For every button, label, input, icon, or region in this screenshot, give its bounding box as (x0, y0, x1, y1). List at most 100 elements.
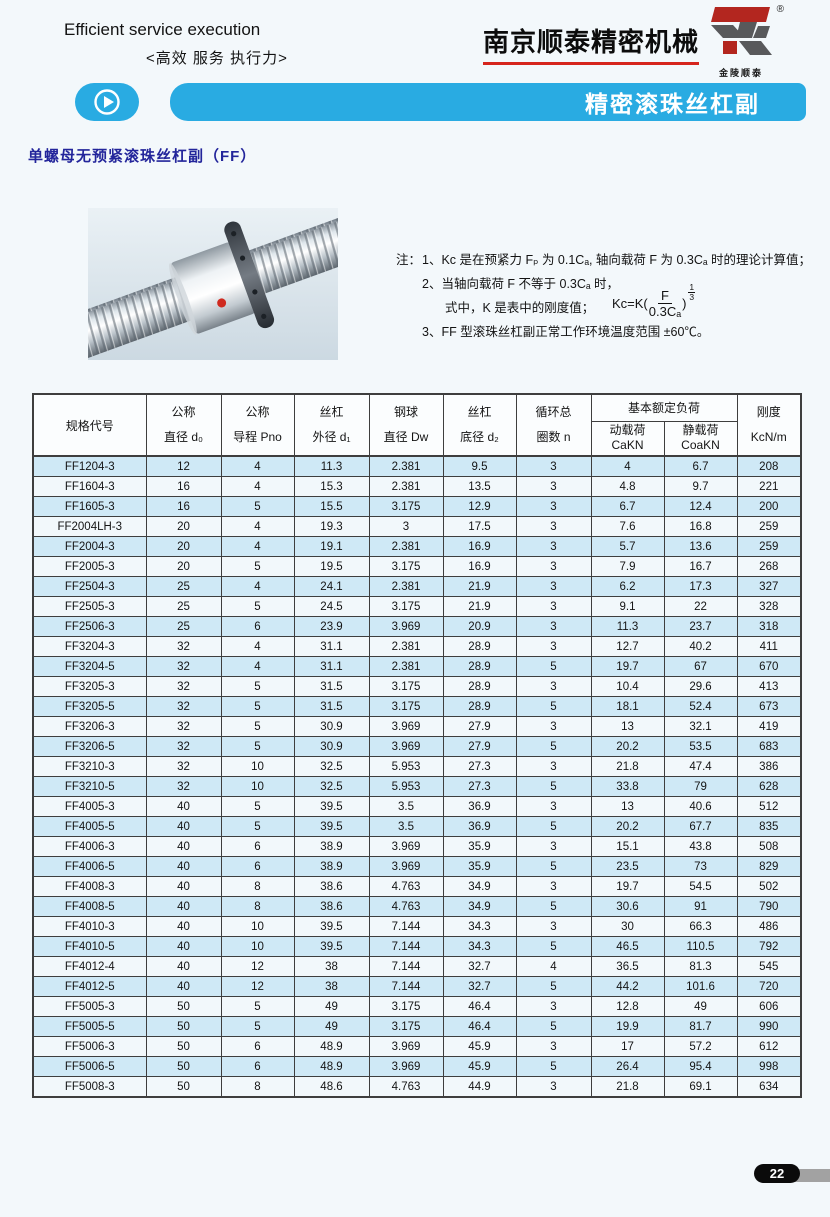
table-cell: 545 (736, 956, 802, 977)
table-cell: 40 (145, 876, 222, 897)
table-cell: 40 (145, 836, 222, 857)
note-1: 1、Kc 是在预紧力 Fₚ 为 0.1Cₐ, 轴向载荷 F 为 0.3Cₐ 时的… (422, 253, 812, 267)
table-cell: 38.9 (293, 856, 370, 877)
table-row: FF5006-5 50 6 48.9 3.969 45.9 5 26.4 95.4 998 (32, 1056, 802, 1077)
table-cell: 32.7 (442, 956, 517, 977)
table-cell: 25 (145, 576, 222, 597)
notes-block: 注： 1、Kc 是在预紧力 Fₚ 为 0.1Cₐ, 轴向载荷 F 为 0.3Cₐ… (396, 250, 828, 346)
table-cell: 200 (736, 496, 802, 517)
table-cell: 40 (145, 896, 222, 917)
table-cell: 15.5 (293, 496, 370, 517)
table-cell: FF1605-3 (32, 496, 147, 517)
table-cell: 27.3 (442, 756, 517, 777)
table-row: FF3206-3 32 5 30.9 3.969 27.9 3 13 32.1 419 (32, 716, 802, 737)
table-row: FF4008-3 40 8 38.6 4.763 34.9 3 19.7 54.5 502 (32, 876, 802, 897)
table-cell: 17 (590, 1036, 665, 1057)
note-2b: 式中，K 是表中的刚度值； (445, 301, 595, 315)
table-cell: 3 (515, 716, 592, 737)
table-cell: 419 (736, 716, 802, 737)
table-cell: 5 (515, 736, 592, 757)
table-cell: 19.5 (293, 556, 370, 577)
table-cell: 40 (145, 976, 222, 997)
notes-label: 注： (396, 253, 422, 267)
table-row: FF3204-5 32 4 31.1 2.381 28.9 5 19.7 67 670 (32, 656, 802, 677)
table-cell: FF2505-3 (32, 596, 147, 617)
table-cell: 15.1 (590, 836, 665, 857)
slogan-english: Efficient service execution (64, 20, 261, 39)
table-cell: 3 (515, 616, 592, 637)
table-cell: 44.2 (590, 976, 665, 997)
table-cell: 81.3 (663, 956, 738, 977)
page-number-badge: 22 (754, 1164, 800, 1183)
play-icon (94, 89, 120, 115)
table-cell: 3 (515, 756, 592, 777)
table-cell: 6 (220, 836, 295, 857)
table-cell: 7.144 (368, 936, 444, 957)
table-cell: FF3205-3 (32, 676, 147, 697)
table-cell: 3.175 (368, 596, 444, 617)
table-cell: FF4010-3 (32, 916, 147, 937)
table-cell: FF2004LH-3 (32, 516, 147, 537)
table-cell: 10.4 (590, 676, 665, 697)
table-cell: 4.8 (590, 476, 665, 497)
table-row: FF3204-3 32 4 31.1 2.381 28.9 3 12.7 40.2 411 (32, 636, 802, 657)
table-cell: 27.3 (442, 776, 517, 797)
table-cell: 20.2 (590, 736, 665, 757)
table-cell: 28.9 (442, 656, 517, 677)
slogan-chinese: <高效 服务 执行力> (146, 50, 288, 67)
table-cell: 6 (220, 616, 295, 637)
table-cell: 16 (145, 476, 222, 497)
table-cell: 34.3 (442, 916, 517, 937)
section-title: 单螺母无预紧滚珠丝杠副（FF） (28, 148, 257, 165)
table-cell: 386 (736, 756, 802, 777)
table-row: FF2505-3 25 5 24.5 3.175 21.9 3 9.1 22 328 (32, 596, 802, 617)
table-cell: 30 (590, 916, 665, 937)
table-cell: 13 (590, 716, 665, 737)
table-row: FF4010-3 40 10 39.5 7.144 34.3 3 30 66.3 486 (32, 916, 802, 937)
table-cell: 634 (736, 1076, 802, 1098)
play-button-badge (75, 83, 139, 121)
table-cell: 24.5 (293, 596, 370, 617)
table-cell: 48.6 (293, 1076, 370, 1098)
table-cell: 508 (736, 836, 802, 857)
table-cell: 3.175 (368, 696, 444, 717)
table-cell: 3 (515, 876, 592, 897)
table-row: FF5008-3 50 8 48.6 4.763 44.9 3 21.8 69.1 634 (32, 1076, 802, 1098)
table-cell: 3.969 (368, 1036, 444, 1057)
table-cell: 30.9 (293, 716, 370, 737)
table-cell: 52.4 (663, 696, 738, 717)
table-cell: 2.381 (368, 636, 444, 657)
table-cell: 8 (220, 876, 295, 897)
table-cell: 7.144 (368, 976, 444, 997)
table-cell: 7.9 (590, 556, 665, 577)
table-cell: 3 (515, 636, 592, 657)
table-cell: FF4006-5 (32, 856, 147, 877)
table-cell: 54.5 (663, 876, 738, 897)
table-cell: 32.5 (293, 776, 370, 797)
table-cell: 48.9 (293, 1036, 370, 1057)
table-cell: 50 (145, 1076, 222, 1098)
table-cell: 13.5 (442, 476, 517, 497)
table-header: 规格代号 公称 直径 d₀ 公称 导程 Pno 丝杠 外径 d₁ 钢球 直径 Dw 丝杠… (32, 393, 802, 457)
table-cell: 5.953 (368, 776, 444, 797)
col-header-nominal-diameter: 公称 直径 d₀ (145, 393, 222, 457)
table-cell: 3 (515, 496, 592, 517)
table-cell: 40.6 (663, 796, 738, 817)
table-row: FF4008-5 40 8 38.6 4.763 34.9 5 30.6 91 790 (32, 896, 802, 917)
table-cell: 673 (736, 696, 802, 717)
table-row: FF4006-3 40 6 38.9 3.969 35.9 3 15.1 43.8 508 (32, 836, 802, 857)
table-cell: FF5006-5 (32, 1056, 147, 1077)
col-header-stiffness: 刚度 KcN/m (736, 393, 802, 457)
table-cell: 19.3 (293, 516, 370, 537)
table-cell: 50 (145, 1056, 222, 1077)
table-cell: FF4005-3 (32, 796, 147, 817)
table-cell: FF4012-4 (32, 956, 147, 977)
stiffness-formula: Kc=K( F 0.3Cₐ ) 1 3 (612, 283, 696, 319)
table-cell: 259 (736, 516, 802, 537)
table-cell: 28.9 (442, 636, 517, 657)
table-row: FF2005-3 20 5 19.5 3.175 16.9 3 7.9 16.7 268 (32, 556, 802, 577)
table-cell: 8 (220, 896, 295, 917)
table-cell: 2.381 (368, 656, 444, 677)
table-cell: FF3210-5 (32, 776, 147, 797)
table-cell: 5 (220, 1016, 295, 1037)
